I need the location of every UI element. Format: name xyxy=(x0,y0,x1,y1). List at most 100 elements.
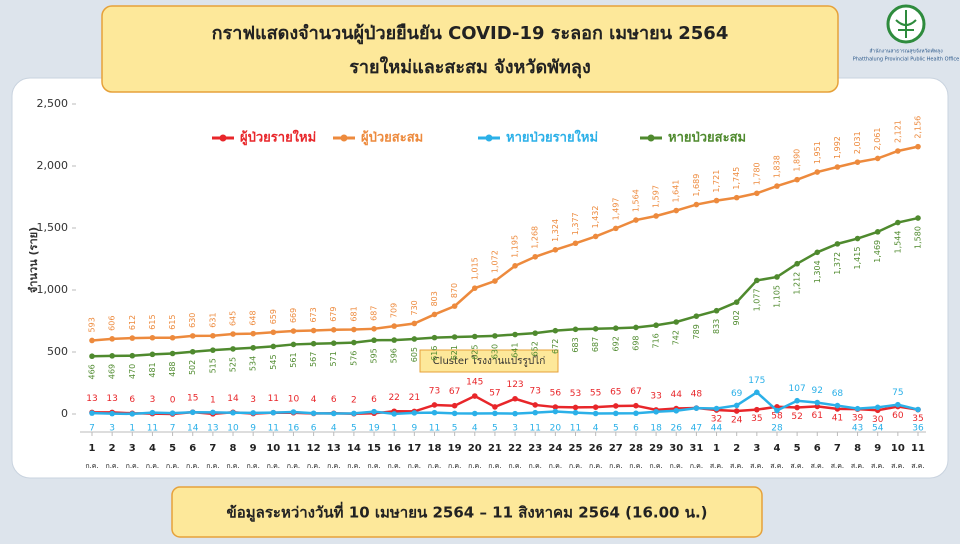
data-label: 5 xyxy=(351,424,357,434)
data-label: 1,469 xyxy=(873,240,882,263)
data-label: 14 xyxy=(227,394,239,404)
data-label: 1,838 xyxy=(772,155,781,178)
series-line xyxy=(91,216,919,358)
x-sublabel: ส.ค. xyxy=(730,462,743,470)
data-point xyxy=(673,207,680,214)
data-label: 1,372 xyxy=(833,252,842,275)
data-point xyxy=(290,409,297,415)
data-point xyxy=(431,402,438,408)
data-label: 469 xyxy=(108,364,117,379)
data-point xyxy=(330,410,337,417)
data-point xyxy=(673,319,680,325)
x-sublabel: ก.ค. xyxy=(105,462,118,470)
data-point xyxy=(210,409,216,416)
x-tick-label: 9 xyxy=(250,443,257,454)
data-point xyxy=(411,320,418,327)
x-tick-label: 14 xyxy=(347,443,361,454)
data-point xyxy=(572,404,579,411)
data-label: 567 xyxy=(309,352,318,367)
x-sublabel: ก.ค. xyxy=(388,462,401,470)
x-tick-label: 3 xyxy=(753,443,760,454)
data-label: 630 xyxy=(188,313,197,328)
x-tick-label: 22 xyxy=(508,443,522,454)
data-point xyxy=(633,324,639,331)
data-label: 645 xyxy=(229,311,238,326)
data-label: 870 xyxy=(450,283,459,298)
data-label: 6 xyxy=(633,424,639,434)
x-sublabel: ก.ค. xyxy=(267,462,280,470)
data-point xyxy=(794,176,800,183)
y-axis-label: จำนวน (ราย) xyxy=(27,227,40,293)
data-point xyxy=(532,402,539,408)
data-label: 652 xyxy=(531,341,540,356)
data-point xyxy=(754,406,760,413)
x-sublabel: ส.ค. xyxy=(710,462,723,470)
x-sublabel: ก.ค. xyxy=(448,462,461,470)
legend-label: หายป่วยสะสม xyxy=(668,131,746,146)
data-label: 20 xyxy=(550,424,562,434)
data-label: 1,304 xyxy=(813,260,822,283)
data-label: 1,195 xyxy=(511,235,520,258)
data-point xyxy=(754,190,760,197)
x-sublabel: ส.ค. xyxy=(790,462,803,470)
data-point xyxy=(552,408,559,415)
data-point xyxy=(915,215,921,221)
data-label: 612 xyxy=(128,315,137,330)
x-tick-label: 31 xyxy=(689,443,703,454)
data-label: 32 xyxy=(711,415,722,425)
data-point xyxy=(189,409,196,416)
data-point xyxy=(451,402,458,409)
data-label: 3 xyxy=(109,424,115,434)
x-sublabel: ก.ค. xyxy=(428,462,441,470)
data-label: 145 xyxy=(466,378,483,388)
x-sublabel: ก.ค. xyxy=(589,462,602,470)
data-label: 107 xyxy=(789,384,806,394)
legend-label: ผู้ป่วยสะสม xyxy=(361,130,423,146)
data-point xyxy=(693,313,700,319)
data-point xyxy=(250,344,256,351)
x-tick-label: 27 xyxy=(609,443,623,454)
data-label: 2,156 xyxy=(914,116,923,139)
data-point xyxy=(854,159,861,165)
data-point xyxy=(512,410,518,417)
data-point xyxy=(492,278,498,284)
x-sublabel: ก.ค. xyxy=(347,462,360,470)
x-tick-label: 29 xyxy=(649,443,663,454)
data-label: 1,415 xyxy=(853,247,862,270)
data-label: 1,497 xyxy=(611,197,620,220)
data-point xyxy=(89,337,95,344)
data-label: 615 xyxy=(148,314,157,329)
x-tick-label: 12 xyxy=(307,443,321,454)
data-point xyxy=(794,404,800,411)
x-tick-label: 2 xyxy=(109,443,116,454)
data-label: 36 xyxy=(912,424,924,434)
data-label: 1,580 xyxy=(914,226,923,249)
x-sublabel: ส.ค. xyxy=(871,462,884,470)
data-point xyxy=(310,410,317,417)
chart-subtitle: รายใหม่และสะสม จังหวัดพัทลุง xyxy=(349,56,590,79)
x-sublabel: ก.ค. xyxy=(690,462,703,470)
data-label: 6 xyxy=(129,395,135,405)
data-point xyxy=(814,169,821,175)
legend-marker xyxy=(340,134,348,142)
data-label: 9 xyxy=(411,424,417,434)
data-point xyxy=(754,389,760,396)
x-tick-label: 19 xyxy=(448,443,462,454)
data-label: 6 xyxy=(331,395,337,405)
annotation-box xyxy=(419,349,559,373)
data-point xyxy=(774,183,780,189)
y-tick-label: 1,500 xyxy=(37,221,69,234)
data-point xyxy=(270,329,277,336)
data-point xyxy=(250,410,256,416)
logo-text: สำนักงานสาธารณสุขจังหวัดพัทลุง xyxy=(869,49,943,55)
data-label: 730 xyxy=(410,300,419,315)
data-label: 742 xyxy=(672,330,681,345)
x-tick-label: 10 xyxy=(266,443,280,454)
x-sublabel: ก.ค. xyxy=(226,462,239,470)
x-tick-label: 4 xyxy=(149,443,156,454)
data-label: 902 xyxy=(732,310,741,325)
data-label: 621 xyxy=(450,345,459,360)
data-label: 69 xyxy=(731,389,743,399)
data-point xyxy=(330,340,337,346)
legend-label: ผู้ป่วยรายใหม่ xyxy=(240,129,316,146)
